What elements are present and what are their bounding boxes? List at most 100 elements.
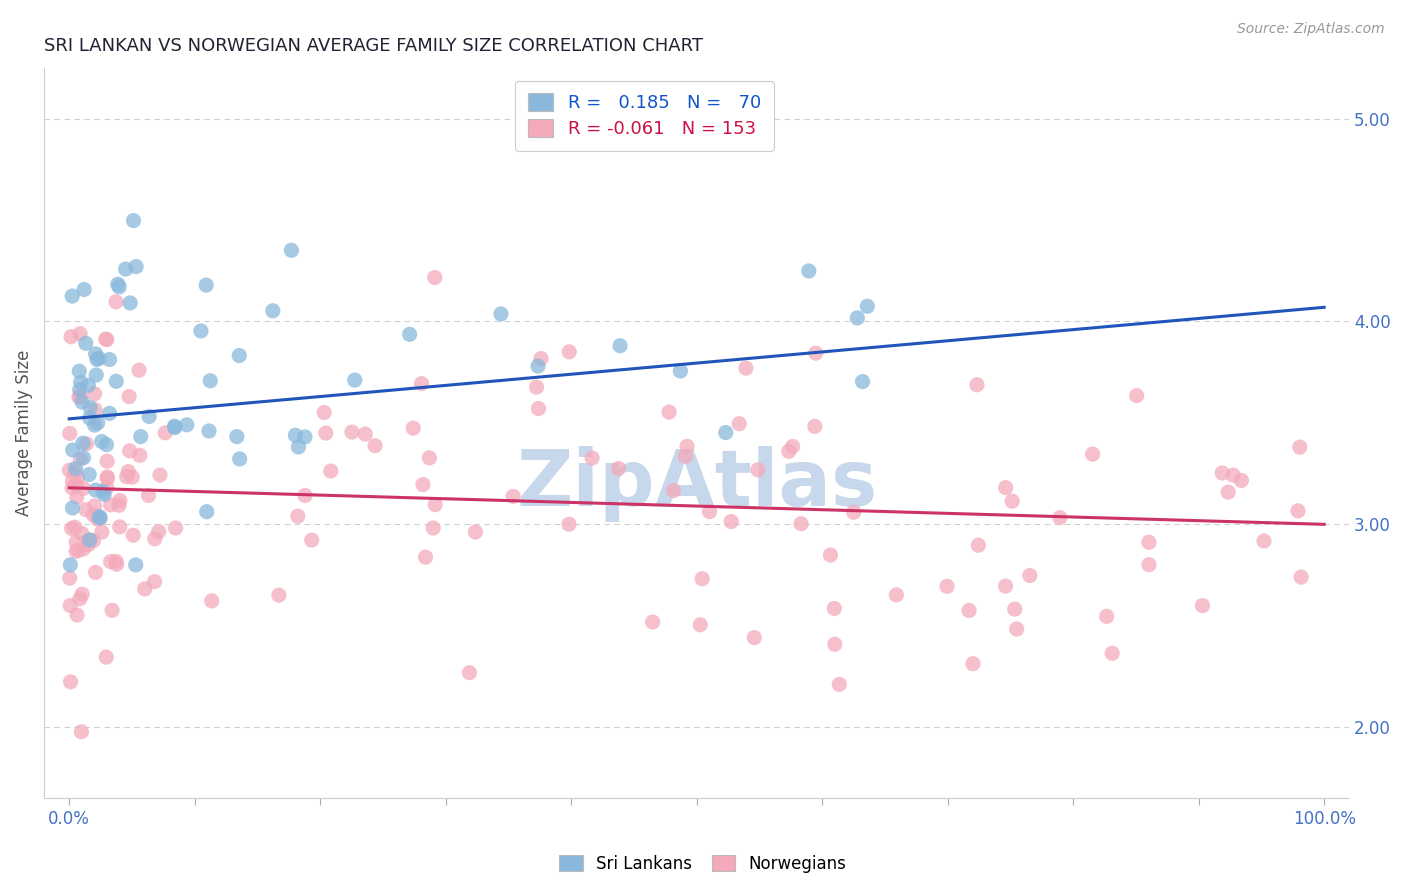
- Point: [301, 533, 323, 548]
- Point: [607, 461, 630, 475]
- Point: [744, 631, 766, 645]
- Point: [128, 448, 150, 462]
- Legend: Sri Lankans, Norwegians: Sri Lankans, Norwegians: [553, 848, 853, 880]
- Point: [67, 364, 90, 378]
- Point: [735, 361, 758, 376]
- Point: [287, 440, 309, 454]
- Point: [72, 482, 94, 496]
- Point: [658, 405, 681, 419]
- Point: [1125, 389, 1147, 403]
- Point: [558, 344, 581, 359]
- Point: [108, 280, 131, 294]
- Point: [994, 481, 1017, 495]
- Point: [797, 264, 820, 278]
- Point: [967, 538, 990, 552]
- Point: [121, 470, 143, 484]
- Point: [117, 465, 139, 479]
- Point: [1230, 474, 1253, 488]
- Point: [82, 533, 104, 548]
- Point: [69, 390, 91, 404]
- Point: [530, 351, 553, 366]
- Point: [129, 429, 152, 443]
- Point: [1286, 504, 1309, 518]
- Point: [662, 483, 685, 498]
- Point: [728, 417, 751, 431]
- Point: [65, 535, 87, 549]
- Point: [1101, 646, 1123, 660]
- Point: [77, 538, 100, 552]
- Point: [86, 512, 108, 526]
- Point: [79, 533, 101, 547]
- Point: [200, 374, 222, 388]
- Point: [641, 615, 664, 629]
- Point: [804, 346, 827, 360]
- Point: [609, 339, 631, 353]
- Point: [70, 526, 93, 541]
- Legend: R =   0.185   N =   70, R = -0.061   N = 153: R = 0.185 N = 70, R = -0.061 N = 153: [516, 80, 773, 151]
- Y-axis label: Average Family Size: Average Family Size: [15, 350, 32, 516]
- Point: [287, 509, 309, 524]
- Point: [83, 418, 105, 433]
- Point: [856, 299, 879, 313]
- Point: [842, 505, 865, 519]
- Point: [1004, 602, 1026, 616]
- Point: [82, 508, 104, 522]
- Point: [96, 454, 118, 468]
- Point: [994, 579, 1017, 593]
- Point: [69, 376, 91, 390]
- Point: [62, 442, 84, 457]
- Point: [280, 244, 302, 258]
- Point: [70, 395, 93, 409]
- Point: [689, 617, 711, 632]
- Point: [195, 278, 218, 293]
- Point: [824, 637, 846, 651]
- Point: [75, 336, 97, 351]
- Point: [115, 469, 138, 483]
- Point: [73, 283, 96, 297]
- Point: [415, 550, 437, 565]
- Point: [1137, 535, 1160, 549]
- Point: [138, 409, 160, 424]
- Point: [60, 481, 83, 495]
- Point: [72, 436, 94, 450]
- Point: [464, 524, 486, 539]
- Point: [747, 463, 769, 477]
- Point: [190, 324, 212, 338]
- Point: [70, 587, 93, 601]
- Point: [98, 406, 121, 420]
- Text: SRI LANKAN VS NORWEGIAN AVERAGE FAMILY SIZE CORRELATION CHART: SRI LANKAN VS NORWEGIAN AVERAGE FAMILY S…: [44, 37, 703, 55]
- Point: [163, 420, 186, 434]
- Point: [422, 521, 444, 535]
- Point: [63, 466, 86, 480]
- Point: [425, 498, 447, 512]
- Point: [70, 724, 93, 739]
- Point: [143, 532, 166, 546]
- Point: [340, 425, 363, 439]
- Point: [108, 493, 131, 508]
- Point: [398, 327, 420, 342]
- Point: [79, 533, 101, 547]
- Point: [125, 260, 148, 274]
- Point: [1001, 494, 1024, 508]
- Point: [319, 464, 342, 478]
- Point: [84, 402, 107, 417]
- Point: [59, 674, 82, 689]
- Point: [284, 428, 307, 442]
- Point: [100, 555, 122, 569]
- Point: [489, 307, 512, 321]
- Point: [1289, 570, 1312, 584]
- Point: [828, 677, 851, 691]
- Point: [676, 439, 699, 453]
- Point: [62, 501, 84, 516]
- Point: [84, 368, 107, 382]
- Point: [402, 421, 425, 435]
- Point: [60, 289, 83, 303]
- Point: [418, 450, 440, 465]
- Point: [75, 502, 97, 516]
- Point: [120, 296, 142, 310]
- Point: [699, 505, 721, 519]
- Point: [101, 603, 124, 617]
- Point: [962, 657, 984, 671]
- Point: [86, 352, 108, 367]
- Point: [294, 430, 316, 444]
